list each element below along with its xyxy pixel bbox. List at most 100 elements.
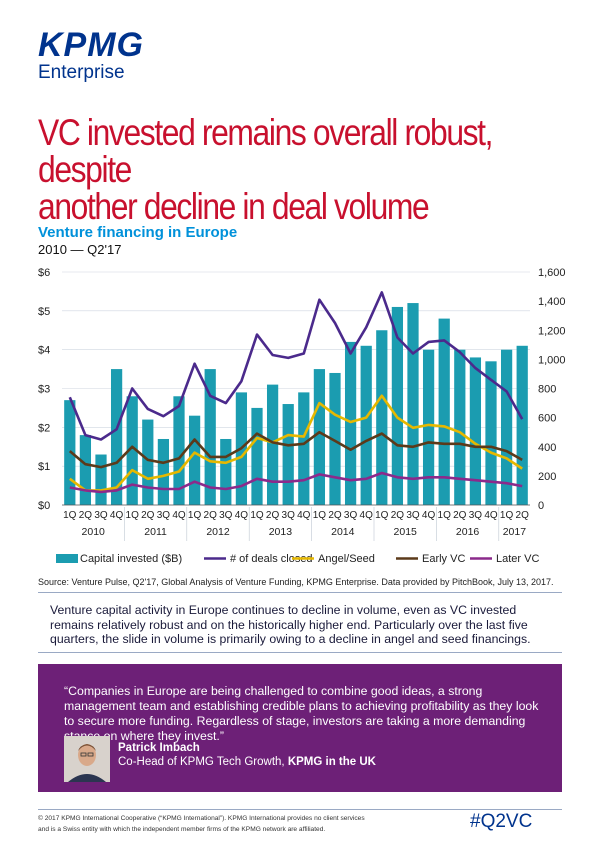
legend-swatch: [56, 554, 78, 563]
bar: [376, 330, 388, 505]
person-role: Co-Head of KPMG Tech Growth, KPMG in the…: [118, 756, 376, 768]
person-photo: [64, 736, 110, 782]
logo-subtitle: Enterprise: [38, 62, 125, 83]
y-right-tick-label: 600: [538, 413, 556, 425]
y-right-tick-label: 400: [538, 442, 556, 454]
y-right-tick-label: 1,200: [538, 325, 566, 337]
x-tick-label: 2Q: [266, 510, 280, 521]
year-label: 2015: [394, 526, 418, 538]
bar: [95, 454, 107, 505]
kpmg-logo: KPMG Enterprise: [38, 26, 144, 84]
x-tick-label: 1Q: [188, 510, 202, 521]
year-label: 2016: [456, 526, 480, 538]
y-left-tick-label: $6: [38, 267, 50, 279]
y-left-tick-label: $1: [38, 461, 50, 473]
x-tick-label: 4Q: [484, 510, 498, 521]
hashtag: #Q2VC: [470, 811, 533, 832]
bar: [422, 349, 435, 505]
y-right-tick-label: 1,600: [538, 267, 566, 279]
year-label: 2014: [331, 526, 355, 538]
series-line: [68, 291, 524, 441]
person-name: Patrick Imbach: [118, 742, 200, 754]
series-line: [68, 430, 523, 469]
x-tick-label: 3Q: [282, 510, 296, 521]
quote-box: “Companies in Europe are being challenge…: [38, 664, 562, 792]
x-tick-label: 1Q: [126, 510, 140, 521]
bar: [360, 345, 372, 505]
y-right-tick-label: 1,400: [538, 296, 566, 308]
x-tick-label: 4Q: [110, 510, 124, 521]
y-right-tick-label: 800: [538, 384, 556, 396]
x-tick-label: 1Q: [438, 510, 452, 521]
x-tick-label: 3Q: [469, 510, 483, 521]
headline-line-1: VC invested remains overall robust, desp…: [38, 112, 493, 190]
y-left-tick-label: $2: [38, 422, 50, 434]
bar: [298, 392, 310, 505]
x-tick-label: 4Q: [172, 510, 186, 521]
y-left-tick-label: $3: [38, 384, 50, 396]
year-label: 2012: [206, 526, 230, 538]
series-line: [69, 471, 523, 494]
divider: [38, 592, 562, 593]
y-right-tick-label: 1,000: [538, 354, 566, 366]
bar: [344, 341, 357, 505]
bar: [454, 349, 466, 505]
chart-source: Source: Venture Pulse, Q2'17, Global Ana…: [38, 577, 554, 587]
quote-text: “Companies in Europe are being challenge…: [64, 684, 539, 743]
bar: [313, 369, 326, 505]
legend-label: # of deals closed: [230, 553, 313, 565]
chart-container: $0 $1 $2 $3 $4 $5 $6 0 200 400 600 800 1,000 1,200 1,4…: [0, 262, 600, 579]
bar: [126, 396, 138, 505]
x-tick-label: 4Q: [235, 510, 249, 521]
x-tick-label: 3Q: [344, 510, 358, 521]
x-tick-label: 1Q: [375, 510, 389, 521]
x-tick-label: 2Q: [141, 510, 155, 521]
x-tick-label: 2Q: [516, 510, 530, 521]
logo-wordmark: KPMG: [38, 26, 144, 64]
x-tick-label: 2Q: [79, 510, 93, 521]
bar: [329, 372, 341, 505]
footer-divider: [38, 809, 562, 810]
venture-financing-chart: $0 $1 $2 $3 $4 $5 $6 0 200 400 600 800 1,000 1,200 1,4…: [38, 267, 566, 565]
bar: [266, 384, 279, 505]
x-tick-label: 1Q: [250, 510, 264, 521]
divider: [38, 652, 562, 653]
bar: [157, 438, 170, 505]
bar: [173, 396, 185, 505]
bar: [500, 349, 513, 505]
x-tick-label: 2Q: [391, 510, 405, 521]
bar: [188, 415, 201, 505]
x-tick-label: 2Q: [328, 510, 342, 521]
x-tick-label: 1Q: [313, 510, 327, 521]
bar: [251, 407, 263, 505]
x-tick-label: 1Q: [500, 510, 514, 521]
legend-label: Capital invested ($B): [80, 553, 182, 565]
bar: [438, 318, 450, 505]
copyright-notice: © 2017 KPMG International Cooperative (“…: [38, 815, 365, 833]
x-tick-label: 2Q: [453, 510, 467, 521]
x-tick-label: 4Q: [297, 510, 311, 521]
y-right-tick-label: 200: [538, 471, 556, 483]
bar: [79, 435, 92, 505]
x-tick-label: 3Q: [157, 510, 171, 521]
bar: [407, 303, 419, 505]
bar: [469, 357, 482, 505]
year-label: 2013: [269, 526, 293, 538]
person-role-org: KPMG in the UK: [287, 756, 376, 768]
legend-label: Later VC: [496, 553, 539, 565]
y-left-tick-label: $0: [38, 500, 50, 512]
bar: [220, 438, 232, 505]
bar: [142, 419, 154, 505]
series-line: [69, 394, 523, 492]
bar: [282, 404, 294, 505]
chart-title: Venture financing in Europe: [38, 224, 238, 241]
x-tick-label: 1Q: [63, 510, 77, 521]
headline-line-2: another decline in deal volume: [38, 186, 430, 227]
chart-subtitle: 2010 — Q2'17: [38, 242, 122, 257]
year-label: 2010: [82, 526, 106, 538]
bar: [110, 369, 123, 505]
bar: [391, 306, 404, 505]
legend-label: Early VC: [422, 553, 465, 565]
bar: [485, 361, 497, 505]
x-tick-label: 3Q: [406, 510, 420, 521]
